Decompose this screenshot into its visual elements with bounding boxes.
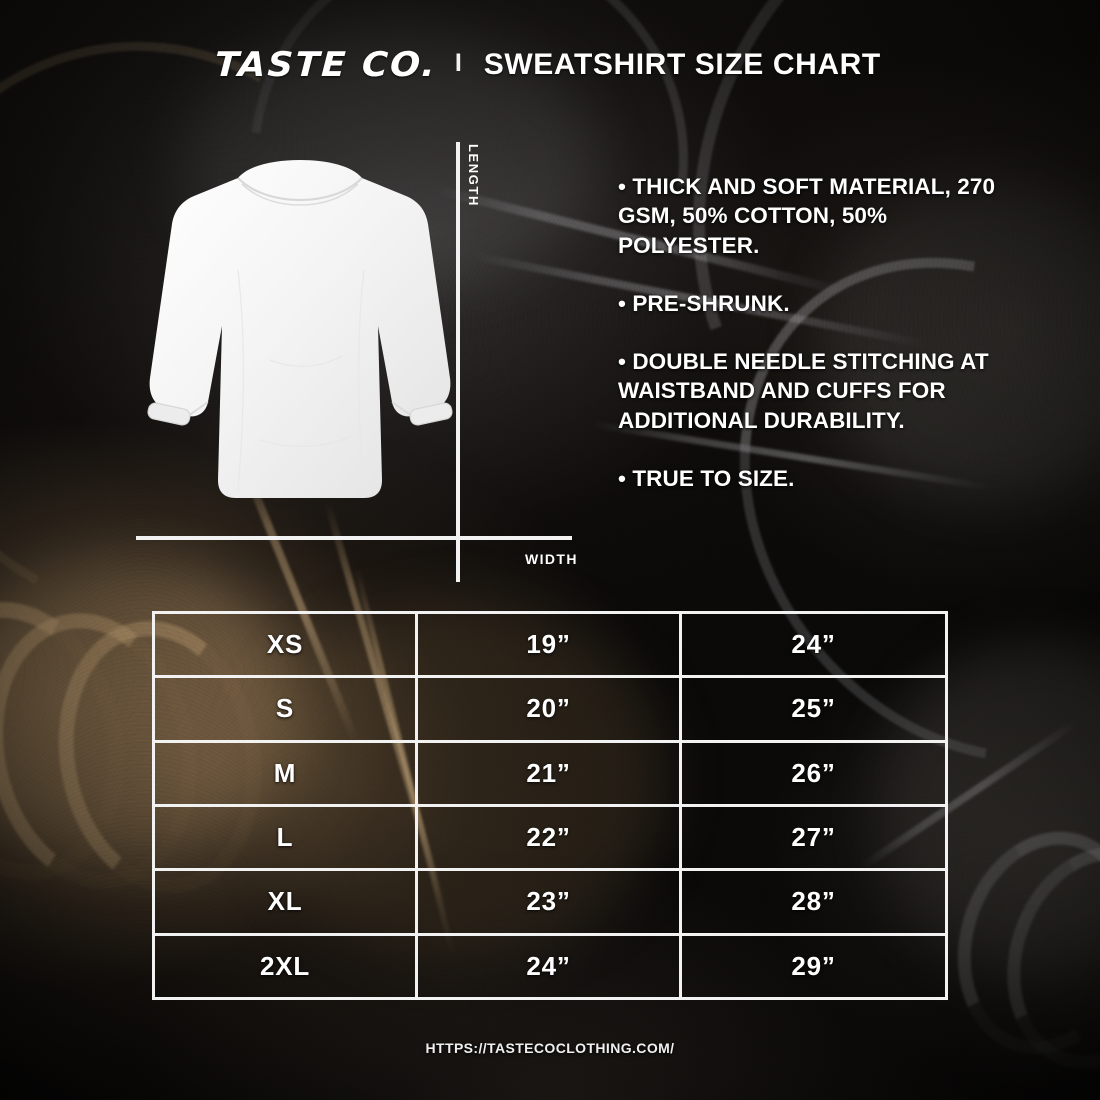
cell-width: 23”	[418, 871, 682, 933]
features-list: • THICK AND SOFT MATERIAL, 270 GSM, 50% …	[618, 172, 1008, 493]
page-header: TASTE CO. I SWEATSHIRT SIZE CHART	[0, 44, 1100, 86]
cell-length: 25”	[791, 693, 836, 724]
cell-length: 29”	[791, 950, 836, 981]
cell-size: XS	[155, 614, 418, 676]
page-title: SWEATSHIRT SIZE CHART	[483, 48, 881, 81]
brand-logo: TASTE CO.	[213, 45, 439, 85]
header-divider: I	[454, 48, 462, 77]
length-label: LENGTH	[466, 144, 481, 208]
sweatshirt-illustration	[147, 160, 453, 498]
cell-size: 2XL	[155, 935, 418, 997]
cell-size: L	[155, 806, 418, 869]
feature-item: • PRE-SHRUNK.	[618, 290, 790, 316]
footer-url[interactable]: HTTPS://TASTECOCLOTHING.COM/	[425, 1040, 675, 1056]
product-image	[120, 150, 480, 550]
feature-item: • TRUE TO SIZE.	[618, 465, 795, 491]
cell-size: S	[155, 678, 418, 740]
table-row: M 21” 26”	[155, 742, 945, 807]
cell-width: 19”	[418, 614, 682, 676]
size-table: XS 19” 24” S 20” 25” M 21” 26” L 22” 27”…	[152, 611, 948, 1000]
feature-item: • THICK AND SOFT MATERIAL, 270 GSM, 50% …	[618, 174, 996, 258]
feature-item: • DOUBLE NEEDLE STITCHING AT WAISTBAND A…	[618, 349, 989, 433]
length-guide-line	[456, 142, 460, 582]
cell-size: XL	[155, 871, 418, 933]
width-label: WIDTH	[525, 551, 578, 567]
table-row: XL 23” 28”	[155, 871, 945, 936]
cell-width: 21”	[418, 742, 682, 804]
cell-length: 28”	[791, 886, 836, 917]
cell-width: 24”	[418, 935, 682, 997]
table-row: XS 19” 24”	[155, 614, 945, 679]
table-row: L 22” 27”	[155, 806, 945, 872]
width-guide-line	[136, 536, 572, 540]
cell-length: 26”	[791, 757, 836, 788]
cell-width: 22”	[418, 806, 682, 869]
cell-length: 27”	[791, 822, 836, 853]
table-row: 2XL 24” 29”	[155, 935, 945, 997]
cell-size: M	[155, 742, 418, 804]
cell-length: 24”	[791, 629, 836, 660]
cell-width: 20”	[418, 678, 682, 740]
table-row: S 20” 25”	[155, 678, 945, 743]
